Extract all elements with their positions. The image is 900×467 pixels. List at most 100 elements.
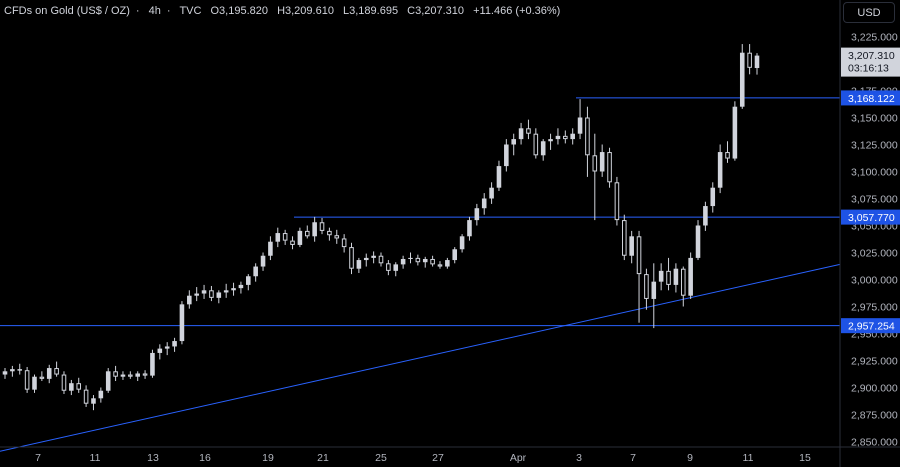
candle	[408, 252, 413, 264]
candle-body	[666, 270, 671, 285]
candle	[666, 257, 671, 291]
candle	[164, 342, 170, 356]
candle-body	[91, 398, 96, 404]
candle	[98, 387, 104, 403]
candle	[496, 160, 502, 191]
candle-body	[304, 230, 310, 237]
candle	[481, 193, 487, 215]
candle	[673, 263, 679, 293]
x-tick-label: 13	[147, 452, 159, 464]
candle-body	[636, 236, 642, 275]
candle-body	[400, 258, 406, 265]
candle-body	[39, 376, 45, 379]
candle	[319, 217, 325, 235]
candle	[113, 365, 118, 382]
level-price-label	[841, 318, 900, 334]
candle	[754, 53, 760, 75]
y-tick-label: 2,925.000	[851, 356, 898, 368]
candle-body	[445, 260, 450, 267]
candle-body	[223, 290, 229, 293]
candle	[622, 214, 627, 261]
candle-body	[135, 373, 140, 377]
level-price-label	[841, 90, 900, 106]
candle-body	[61, 374, 67, 391]
candle-body	[312, 222, 317, 237]
candle-body	[349, 247, 354, 269]
candle-body	[76, 383, 82, 390]
close-value: C3,207.310	[407, 5, 465, 17]
candle	[422, 256, 428, 268]
candle	[563, 130, 568, 144]
y-tick-label: 2,975.000	[851, 302, 898, 314]
candle	[275, 227, 281, 248]
candle-body	[378, 255, 384, 264]
candle-body	[673, 268, 679, 285]
x-tick-label: 15	[799, 452, 811, 464]
candle	[157, 344, 163, 360]
candle-body	[408, 257, 413, 259]
candle-body	[209, 290, 214, 298]
currency-button[interactable]: USD	[843, 2, 895, 23]
candle	[24, 366, 30, 393]
time-axis[interactable]: 7 11 13 16 19 21 25 27 Apr 3 7 9 11 15	[0, 446, 900, 464]
candle-body	[548, 139, 553, 142]
candle-body	[179, 304, 185, 342]
candle	[304, 225, 310, 239]
candle	[69, 379, 74, 396]
y-tick-label: 2,875.000	[851, 410, 898, 422]
candle	[540, 139, 546, 161]
candle-body	[437, 264, 443, 267]
candle	[297, 227, 303, 248]
candle-body	[69, 383, 74, 391]
candle	[238, 281, 244, 294]
candle-body	[599, 152, 605, 172]
interval[interactable]: 4h	[148, 5, 161, 17]
candle	[334, 229, 340, 244]
candle-body	[268, 241, 273, 256]
candle-body	[540, 141, 546, 156]
candle	[312, 216, 317, 242]
candle	[747, 44, 752, 75]
candle	[223, 283, 229, 298]
candle	[187, 290, 192, 309]
candle	[585, 106, 590, 177]
candle	[533, 128, 539, 159]
candle-body	[570, 133, 575, 140]
candle-body	[496, 166, 502, 188]
x-tick-label: 19	[262, 452, 274, 464]
candle	[349, 242, 354, 275]
y-tick-label: 2,850.000	[851, 437, 898, 449]
y-tick-label: 3,000.000	[851, 275, 898, 287]
symbol-name[interactable]: CFDs on Gold (US$ / OZ)	[4, 5, 130, 17]
candle	[172, 337, 177, 352]
candle-body	[83, 389, 89, 404]
candle	[246, 274, 251, 291]
candle	[732, 101, 738, 161]
candle-body	[54, 368, 59, 375]
candle	[282, 229, 288, 245]
candle	[290, 236, 295, 250]
candle-body	[703, 206, 708, 226]
candle	[253, 263, 258, 282]
candle	[629, 230, 634, 264]
candle-body	[363, 257, 369, 261]
candle-body	[732, 106, 738, 159]
candle	[577, 99, 583, 140]
x-tick-label: 3	[576, 452, 582, 464]
candle-body	[253, 266, 258, 277]
candle-body	[658, 270, 664, 282]
x-tick-label: 7	[630, 452, 636, 464]
x-tick-label: 27	[432, 452, 444, 464]
candle	[194, 287, 199, 302]
y-tick-label: 3,225.000	[851, 32, 898, 44]
candle-body	[710, 187, 716, 207]
candle	[400, 255, 406, 269]
y-tick-label: 3,150.000	[851, 113, 898, 125]
candle-body	[614, 182, 620, 221]
candle-body	[563, 135, 568, 140]
candle	[725, 141, 730, 163]
candle-body	[629, 236, 634, 256]
candle	[415, 254, 421, 266]
candle-body	[32, 376, 37, 390]
